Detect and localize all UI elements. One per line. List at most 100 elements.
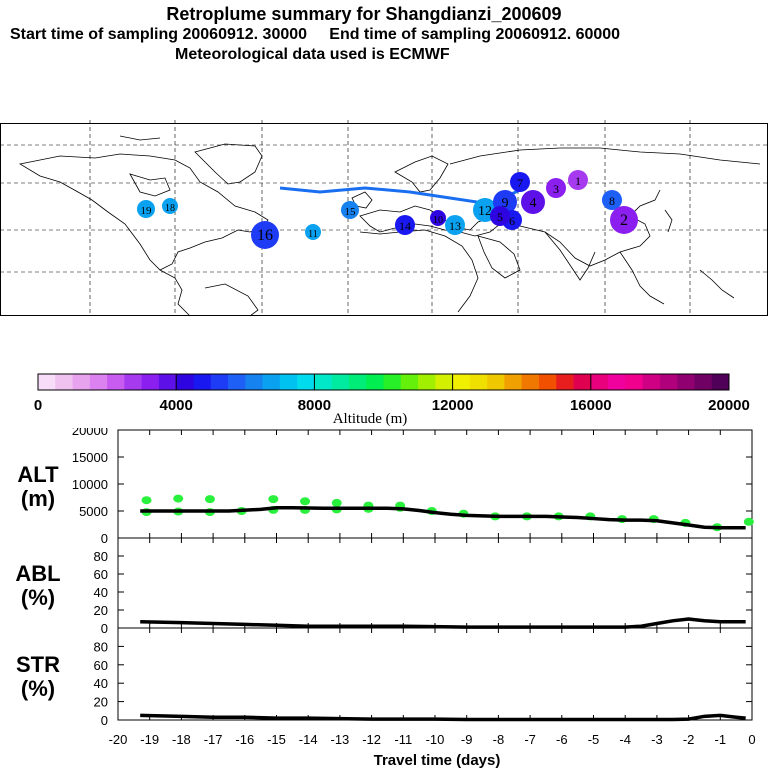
colorbar-cell [176, 374, 194, 390]
x-tick-label: -20 [109, 732, 128, 747]
colorbar-cell [400, 374, 419, 390]
colorbar-cell [452, 374, 471, 390]
panel-unit-label: (%) [21, 676, 55, 701]
colorbar-title: Altitude (m) [333, 411, 408, 427]
x-tick-label: -8 [493, 732, 505, 747]
colorbar-cell [487, 374, 505, 390]
plume-cluster: 5 [490, 206, 510, 226]
plume-cluster: 3 [546, 178, 566, 198]
plume-cluster-label: 11 [308, 229, 318, 240]
colorbar-tick-label: 0 [34, 397, 42, 414]
colorbar-cell [711, 374, 730, 390]
x-tick-label: -14 [299, 732, 318, 747]
colorbar-cell [556, 374, 575, 390]
colorbar-cell [55, 374, 74, 390]
colorbar-cell [608, 374, 626, 390]
plume-cluster-label: 7 [517, 176, 523, 190]
x-tick-label: -16 [235, 732, 254, 747]
plume-cluster: 7 [510, 172, 530, 192]
colorbar-cell [279, 374, 298, 390]
plume-cluster-marker [305, 224, 321, 240]
y-tick-label: 5000 [79, 504, 108, 519]
plume-cluster: 18 [162, 198, 178, 214]
plume-cluster-label: 13 [449, 219, 461, 233]
plume-cluster-marker [137, 200, 155, 218]
plume-cluster-marker [445, 215, 465, 235]
colorbar-cell [158, 374, 177, 390]
plume-cluster-label: 2 [620, 212, 628, 229]
colorbar-cell [228, 374, 246, 390]
x-tick-label: -18 [172, 732, 191, 747]
colorbar-tick-label: 12000 [432, 397, 474, 414]
plume-cluster-label: 5 [497, 210, 503, 224]
x-tick-label: 0 [748, 732, 755, 747]
colorbar-cell [366, 374, 384, 390]
y-tick-label: 40 [94, 676, 108, 691]
colorbar-cell [38, 374, 56, 390]
altitude-colorbar: 0 4000 8000 12000 16000 20000 Altitude (m) [34, 373, 750, 427]
plume-cluster-label: 3 [553, 182, 559, 196]
colorbar-cell [262, 374, 281, 390]
plume-cluster-label: 8 [609, 194, 615, 208]
altitude-scatter-point [300, 497, 311, 506]
colorbar-cell [72, 374, 91, 390]
colorbar-tick-label: 4000 [160, 397, 193, 414]
colorbar-cell [297, 374, 315, 390]
x-tick-label: -2 [683, 732, 695, 747]
x-tick-label: -5 [588, 732, 600, 747]
panel-abl: 0 20 40 60 80 ABL(%) [15, 537, 753, 636]
x-tick-label: -12 [362, 732, 381, 747]
y-tick-label: 0 [101, 713, 108, 728]
plume-cluster-label: 4 [530, 196, 537, 211]
plume-cluster: 2 [610, 206, 638, 234]
colorbar-cell [210, 374, 229, 390]
colorbar-cell [573, 374, 592, 390]
y-tick-label: 0 [101, 621, 108, 636]
x-tick-label: -15 [267, 732, 286, 747]
panel-unit-label: (%) [21, 585, 55, 610]
x-tick-label: -19 [140, 732, 159, 747]
plume-cluster-marker [251, 221, 279, 249]
plume-cluster-label: 10 [433, 215, 443, 226]
plume-cluster-marker [395, 215, 415, 235]
panel-frame [117, 627, 753, 721]
colorbar-cell [314, 374, 333, 390]
panel-label: STR [16, 652, 60, 677]
colorbar-tick-label: 16000 [570, 397, 612, 414]
plume-cluster-marker [521, 190, 545, 214]
plume-cluster-marker [568, 170, 588, 190]
plume-cluster-label: 16 [257, 227, 273, 244]
map-frame [0, 123, 768, 316]
plume-map: 19 18 16 15 14 13 12 11 10 9 8 7 65 4 3 2 1 [0, 120, 768, 317]
plume-cluster-marker [162, 198, 178, 214]
panel-alt: 0 5000 10000 15000 20000 ALT(m) [17, 428, 754, 546]
plume-cluster-label: 15 [345, 206, 357, 218]
y-tick-label: 20 [94, 695, 108, 710]
colorbar-cell [642, 374, 661, 390]
y-tick-label: 10000 [72, 477, 108, 492]
x-tick-label: -7 [524, 732, 536, 747]
plume-cluster-label: 12 [478, 204, 492, 219]
xaxis-label: Travel time (days) [374, 752, 501, 768]
colorbar-cell [418, 374, 436, 390]
altitude-scatter-point [331, 498, 342, 507]
altitude-scatter-point [141, 496, 152, 505]
y-tick-label: 60 [94, 567, 108, 582]
plume-cluster-marker [610, 206, 638, 234]
x-tick-label: -17 [204, 732, 223, 747]
plume-cluster-marker [430, 210, 446, 226]
plume-cluster: 19 [137, 200, 155, 218]
colorbar-cell [245, 374, 264, 390]
panel-unit-label: (m) [21, 486, 55, 511]
x-tick-label: -3 [651, 732, 663, 747]
y-tick-label: 15000 [72, 450, 108, 465]
met-data-line: Meteorological data used is ECMWF [175, 46, 450, 63]
series-line-abl [140, 617, 746, 629]
plume-cluster-label: 19 [141, 205, 153, 217]
y-tick-label: 20000 [72, 428, 108, 438]
x-tick-label: -9 [461, 732, 473, 747]
panel-str: 0 20 40 60 80 STR(%) [16, 627, 753, 728]
series-line-str [140, 713, 746, 722]
plume-cluster: 14 [395, 215, 415, 235]
colorbar-cell [348, 374, 367, 390]
